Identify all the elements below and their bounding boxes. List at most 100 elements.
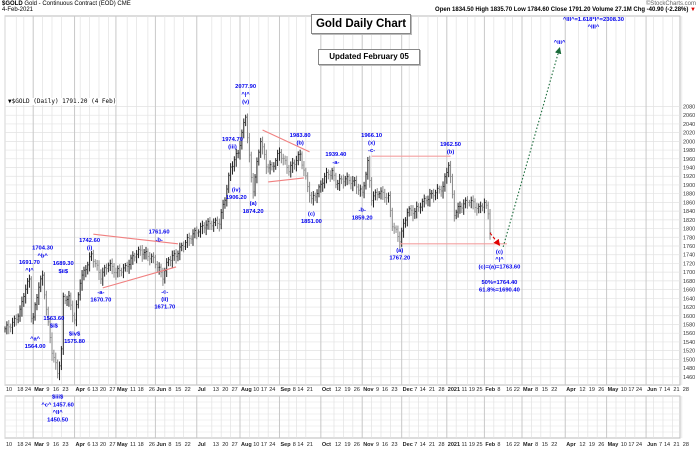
price-bar	[476, 202, 479, 216]
x-tick-label: Dec	[403, 442, 413, 448]
annotation-label: 1450.50	[47, 418, 68, 424]
x-tick-label: 27	[109, 442, 115, 448]
price-bar	[487, 201, 490, 220]
x-tick-label: Dec	[403, 387, 413, 393]
price-bar	[222, 199, 225, 220]
price-bar	[429, 188, 432, 207]
wave-annotation: -b-1859.20	[352, 208, 373, 222]
price-bar	[121, 267, 123, 277]
x-tick-label: 26	[149, 387, 155, 393]
price-bar	[474, 198, 477, 213]
price-bar	[329, 170, 332, 182]
x-tick-label: 18	[17, 387, 23, 393]
price-bar	[247, 113, 249, 144]
x-tick-label: 14	[297, 442, 303, 448]
annotation-label: (ii)	[161, 297, 168, 303]
wave-annotation: ^a^ 1564.00	[25, 336, 46, 350]
lower-pane	[4, 395, 681, 439]
price-bar	[23, 292, 25, 307]
price-bar	[294, 159, 296, 170]
price-bar	[207, 218, 210, 230]
x-tick-label: Nov	[363, 387, 374, 393]
y-tick-label: 1580	[683, 322, 695, 328]
y-tick-label: 1640	[683, 296, 695, 302]
annotation-label: ^b^	[37, 253, 48, 259]
annotation-label: 1691.70	[19, 260, 40, 266]
price-bar	[94, 259, 97, 268]
wave-annotation: (a) 1874.20	[243, 201, 264, 215]
price-bar	[483, 198, 486, 214]
y-tick-label: 1780	[683, 235, 695, 241]
price-bar	[489, 208, 492, 240]
x-tick-label: 17	[628, 442, 634, 448]
price-bar	[198, 229, 200, 237]
price-bar	[241, 129, 244, 150]
price-bar	[90, 251, 93, 261]
x-tick-label: 16	[53, 442, 59, 448]
price-bar	[74, 312, 76, 325]
price-bar	[389, 191, 392, 218]
price-bar	[38, 282, 41, 305]
price-bar	[141, 244, 144, 262]
annotation-label: (c)	[308, 211, 315, 217]
x-tick-label: 10	[621, 442, 627, 448]
x-tick-label: Jun	[647, 442, 657, 448]
price-bar	[444, 173, 447, 192]
x-tick-label: 26	[598, 442, 604, 448]
price-bar	[431, 190, 433, 199]
x-tick-label: 9	[46, 387, 49, 393]
wave-annotation: 1563.60 $i$	[43, 316, 64, 330]
x-tick-label: 9	[46, 442, 49, 448]
price-bar	[126, 261, 129, 273]
price-bar	[220, 208, 223, 230]
annotation-label: 1742.60	[79, 238, 100, 244]
price-bar	[371, 177, 373, 206]
price-bar	[412, 205, 415, 222]
price-bar	[277, 149, 279, 167]
price-bar	[53, 349, 56, 363]
price-bar	[485, 200, 488, 209]
x-tick-label: 24	[269, 442, 275, 448]
price-bar	[318, 184, 321, 198]
x-tick-label: 27	[109, 387, 115, 393]
annotation-label: 50%=1764.40	[481, 280, 517, 286]
price-bar	[128, 259, 131, 274]
x-tick-label: 19	[344, 442, 350, 448]
price-bar	[47, 306, 50, 326]
annotation-label: 1983.80	[290, 133, 311, 139]
annotation-label: 1906.20	[226, 195, 247, 201]
wave-annotation: -a- 1670.70	[90, 290, 111, 304]
price-bar	[188, 232, 191, 246]
price-bar	[356, 175, 358, 195]
wave-annotation: (iv) 1906.20	[226, 187, 247, 201]
price-bar	[179, 242, 182, 261]
annotation-label: (i)	[87, 246, 93, 252]
wave-annotation: ^iii^	[554, 40, 566, 46]
trendline	[102, 266, 177, 289]
price-bar	[365, 171, 368, 190]
price-bar	[397, 225, 400, 242]
price-bar	[17, 313, 20, 324]
wave-annotation: 1966.10 (x)-c-	[361, 133, 382, 154]
price-bar	[40, 275, 42, 293]
x-tick-label: 16	[382, 442, 388, 448]
price-bar	[273, 162, 276, 173]
price-bar	[49, 318, 52, 344]
price-bar	[109, 259, 112, 271]
price-bar	[403, 218, 405, 238]
price-bar	[472, 195, 475, 210]
chart-date: 4-Feb-2021	[2, 7, 34, 13]
x-tick-label: 13	[92, 442, 98, 448]
x-tick-label: Jun	[157, 387, 167, 393]
price-bar	[410, 204, 413, 216]
x-tick-label: 10	[6, 387, 12, 393]
price-bar	[194, 227, 197, 239]
annotation-label: $iv$	[69, 331, 81, 337]
price-bar	[457, 202, 460, 218]
x-tick-label: Oct	[322, 387, 331, 393]
price-bar	[122, 263, 125, 279]
price-bar	[416, 201, 418, 219]
annotation-label: ^III^=1.618*I^=2308.30	[563, 17, 624, 23]
x-tick-label: 17	[261, 387, 267, 393]
price-bar	[250, 151, 253, 183]
